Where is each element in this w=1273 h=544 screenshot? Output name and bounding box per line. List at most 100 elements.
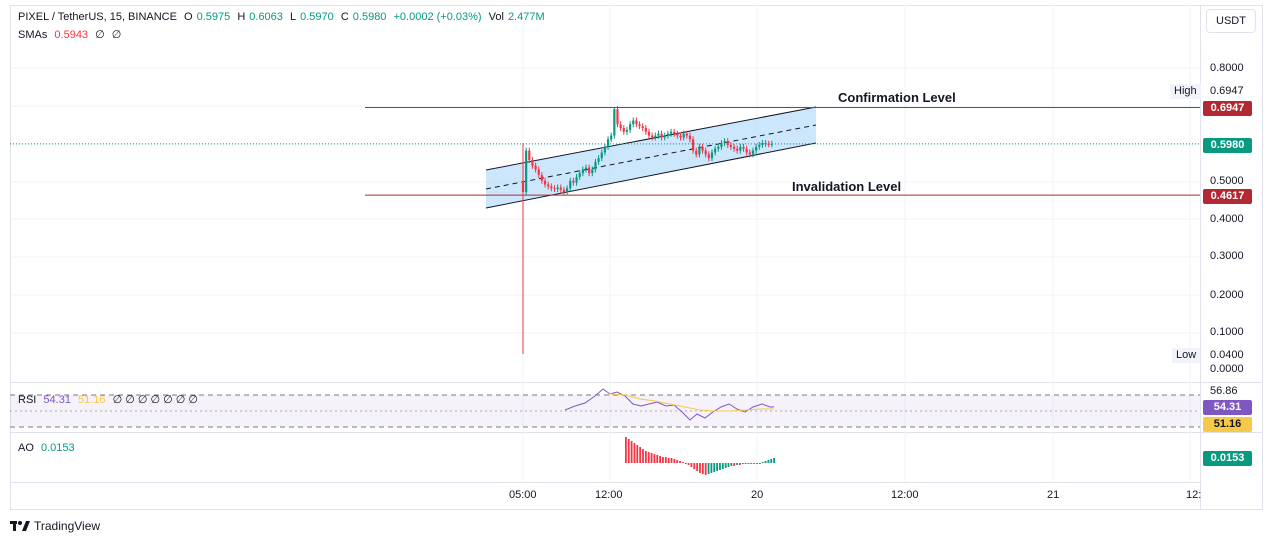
time-tick: 05:00 <box>509 489 537 501</box>
ao-bar <box>719 463 721 470</box>
candle-body <box>682 133 685 138</box>
ao-bar <box>647 452 650 463</box>
ao-bar <box>642 449 644 463</box>
ao-bar <box>733 463 736 466</box>
ao-legend[interactable]: AO 0.0153 <box>18 442 79 454</box>
ao-bar <box>736 463 738 465</box>
rsi-scale-top: 56.86 <box>1210 385 1238 397</box>
rsi-ma-badge: 51.16 <box>1203 417 1252 432</box>
rsi-legend[interactable]: RSI 54.31 51.16 ∅ ∅ ∅ ∅ ∅ ∅ ∅ <box>18 393 202 406</box>
price-tick: 0.2000 <box>1210 289 1244 301</box>
ao-badge: 0.0153 <box>1203 451 1252 466</box>
ao-bar <box>644 451 647 463</box>
high-value: 0.6947 <box>1210 85 1244 97</box>
candle-body <box>758 144 761 147</box>
ohlc-open: O 0.5975 <box>184 11 231 23</box>
price-tick: 0.3000 <box>1210 250 1244 262</box>
brand-name: TradingView <box>34 519 101 533</box>
candle-body <box>698 146 701 155</box>
ao-bar <box>747 463 750 464</box>
candle-body <box>767 143 770 145</box>
candle-body <box>550 186 553 189</box>
candle-body <box>591 169 594 174</box>
channel-lower-line <box>485 142 817 209</box>
channel-upper-line <box>485 106 817 171</box>
candle-body <box>578 173 581 177</box>
candle-body <box>641 126 644 129</box>
time-scale-border <box>10 482 1200 483</box>
ao-bar <box>724 463 727 468</box>
rsi-value: 54.31 <box>43 394 71 406</box>
candle-body <box>707 154 710 159</box>
ao-bar <box>704 463 707 475</box>
symbol-title[interactable]: PIXEL / TetherUS, 15, BINANCE <box>18 11 177 23</box>
candle-body <box>632 120 635 125</box>
time-tick: 20 <box>751 489 764 501</box>
candle-body <box>619 124 622 129</box>
candle-body <box>635 120 638 125</box>
ao-bar <box>664 457 667 463</box>
ao-bar <box>707 463 710 474</box>
ao-bar <box>673 459 676 463</box>
ohlc-high: H 0.6063 <box>237 11 283 23</box>
low-value: 0.0400 <box>1210 349 1244 361</box>
ao-bar <box>684 463 687 464</box>
ao-bar <box>670 458 673 463</box>
candle-body <box>629 124 632 130</box>
candle-body <box>638 124 641 127</box>
ao-bar <box>679 461 681 463</box>
ao-bar <box>764 461 767 463</box>
candle-body <box>679 135 682 138</box>
candle-body <box>751 150 755 155</box>
candle-body <box>729 144 732 147</box>
ao-bar <box>767 460 770 463</box>
invalidation-level-label[interactable]: Invalidation Level <box>792 179 902 194</box>
price-tick: 0.5000 <box>1210 175 1244 187</box>
candle-body <box>603 146 606 153</box>
candle-body <box>666 133 669 136</box>
candle-body <box>575 176 578 183</box>
candle-body <box>622 128 625 132</box>
tradingview-icon <box>10 521 30 531</box>
confirmation-badge: 0.6947 <box>1203 101 1252 116</box>
candle-body <box>610 135 613 140</box>
time-tick: 12:00 <box>595 489 623 501</box>
ohlc-close: C 0.5980 <box>340 11 387 23</box>
candles <box>521 106 773 354</box>
candle-body <box>673 131 676 134</box>
confirmation-level-label[interactable]: Confirmation Level <box>838 90 956 105</box>
ao-pane-separator[interactable] <box>10 432 1263 433</box>
candle-body <box>742 146 745 149</box>
time-tick: 12: <box>1186 489 1202 501</box>
ao-bar <box>730 463 733 466</box>
candle-body <box>669 131 673 134</box>
sma-legend[interactable]: SMAs 0.5943 ∅ ∅ <box>18 28 125 41</box>
time-tick: 21 <box>1047 489 1060 501</box>
ao-bar <box>653 454 656 463</box>
ao-bar <box>693 463 696 469</box>
rsi-pane-separator[interactable] <box>10 382 1263 383</box>
tradingview-logo[interactable]: TradingView <box>10 519 100 533</box>
ao-value: 0.0153 <box>40 442 75 454</box>
candle-body <box>739 146 742 151</box>
candle-body <box>647 131 651 136</box>
candle-body <box>588 167 591 174</box>
rsi-ma-value: 51.16 <box>78 394 106 406</box>
ao-bar <box>687 463 690 465</box>
ohlc-low: L 0.5970 <box>289 11 334 23</box>
candle-body <box>692 139 695 151</box>
ao-bar <box>667 458 670 463</box>
ao-bar <box>770 459 773 463</box>
ao-bar <box>650 453 653 463</box>
ao-bar <box>690 463 693 467</box>
ao-bar <box>633 443 636 463</box>
price-tick: 0.0000 <box>1210 363 1244 375</box>
currency-button[interactable]: USDT <box>1206 9 1256 33</box>
ao-bar <box>758 463 761 464</box>
candle-body <box>685 133 688 136</box>
ao-bar <box>739 463 741 465</box>
candle-body <box>616 109 619 125</box>
channel-fill <box>486 107 816 208</box>
